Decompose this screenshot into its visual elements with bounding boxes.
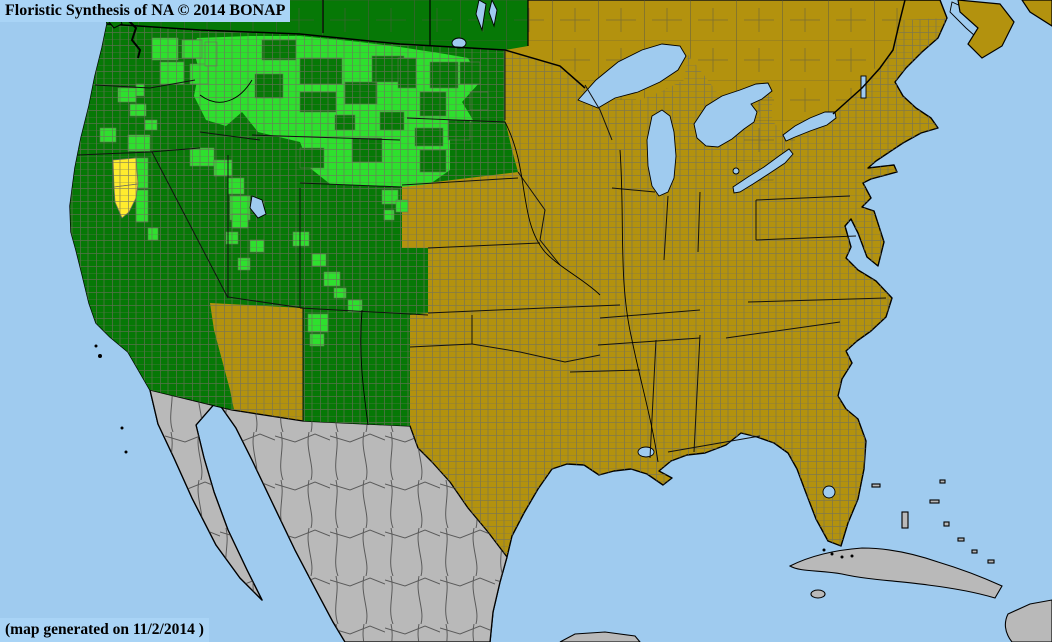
- lake-superior: [577, 43, 687, 109]
- lake-ontario: [782, 111, 837, 142]
- snake-river: [199, 79, 253, 103]
- caribbean-islands: [559, 479, 1052, 642]
- channel-islands: [94, 344, 128, 454]
- lake-erie: [732, 148, 794, 194]
- grand-bahama: [871, 483, 881, 488]
- bahama-cay-2: [957, 537, 965, 542]
- lake-michigan: [646, 109, 677, 197]
- map-title: Floristic Synthesis of NA © 2014 BONAP: [0, 0, 291, 22]
- bahama-cay-4: [987, 559, 995, 564]
- border-lines: [106, 0, 906, 115]
- canada-division-grid: [528, 0, 910, 186]
- mexico-state-lines: [150, 390, 507, 642]
- yucatan-tip: [559, 631, 641, 642]
- bahama-cay-1: [943, 521, 950, 527]
- bahama-cay-5: [939, 479, 946, 484]
- us-canada-border: [106, 23, 586, 89]
- lake-manitoba: [488, 0, 498, 28]
- lake-okeechobee: [822, 485, 836, 499]
- lake-winnipeg: [475, 0, 487, 32]
- andros-island: [901, 511, 909, 529]
- mississippi-river: [619, 149, 659, 463]
- nova-scotia: [957, 0, 1015, 59]
- cuba: [788, 547, 1003, 599]
- hispaniola: [1004, 599, 1052, 642]
- great-salt-lake: [249, 195, 267, 219]
- cape-breton: [1021, 0, 1052, 27]
- lake-st-clair: [732, 167, 740, 175]
- map-generated-note: (map generated on 11/2/2014 ): [0, 618, 209, 642]
- eleuthera: [929, 499, 940, 504]
- rio-grande-river: [360, 309, 369, 426]
- rivers: [199, 79, 659, 463]
- lake-pontchartrain: [637, 446, 655, 458]
- florida-keys: [822, 548, 854, 559]
- bahama-cay-3: [971, 549, 978, 554]
- missouri-river: [504, 121, 601, 296]
- lake-huron: [693, 82, 773, 148]
- st-lawrence-border: [832, 0, 906, 115]
- state-lines: [77, 50, 887, 459]
- us-county-grid: [70, 18, 947, 557]
- isle-of-youth: [810, 589, 826, 599]
